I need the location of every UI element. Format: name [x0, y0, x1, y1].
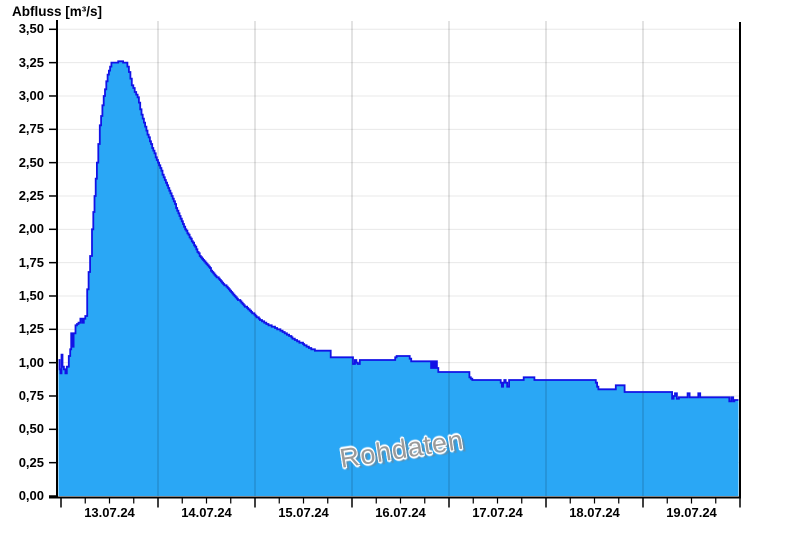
- day-boundary-gridlines: [157, 21, 644, 496]
- discharge-area-fill: [58, 61, 739, 497]
- x-axis-label: 19.07.24: [666, 505, 717, 520]
- chart-title: Abfluss [m³/s]: [12, 4, 103, 19]
- y-axis-label: 1,25: [18, 321, 44, 337]
- y-axis-label: 2,50: [18, 154, 44, 170]
- y-axis-label: 3,50: [18, 21, 44, 37]
- y-axis-label: 1,50: [18, 287, 44, 303]
- y-axis-label: 1,00: [18, 354, 44, 370]
- y-axis-label: 2,75: [18, 121, 44, 137]
- x-axis-label: 17.07.24: [472, 505, 523, 520]
- x-axis-label: 14.07.24: [181, 505, 232, 520]
- y-axis-label: 0,00: [18, 488, 44, 503]
- y-axis-label: 3,25: [18, 54, 44, 70]
- axes: [49, 20, 741, 499]
- axis-ticks: [49, 28, 741, 508]
- x-axis-label: 16.07.24: [375, 505, 426, 520]
- y-axis-label: 0,75: [18, 387, 44, 403]
- y-axis-label: 0,25: [18, 454, 44, 470]
- y-axis-label: 0,50: [18, 421, 44, 437]
- discharge-line: [58, 60, 739, 403]
- y-axis-label: 3,00: [18, 87, 44, 103]
- x-axis-label: 13.07.24: [84, 505, 135, 520]
- x-axis-label: 15.07.24: [278, 505, 329, 520]
- y-axis-label: 2,00: [18, 221, 44, 237]
- y-axis-label: 1,75: [18, 254, 44, 270]
- y-axis-label: 2,25: [18, 187, 44, 203]
- x-axis-label: 18.07.24: [569, 505, 620, 520]
